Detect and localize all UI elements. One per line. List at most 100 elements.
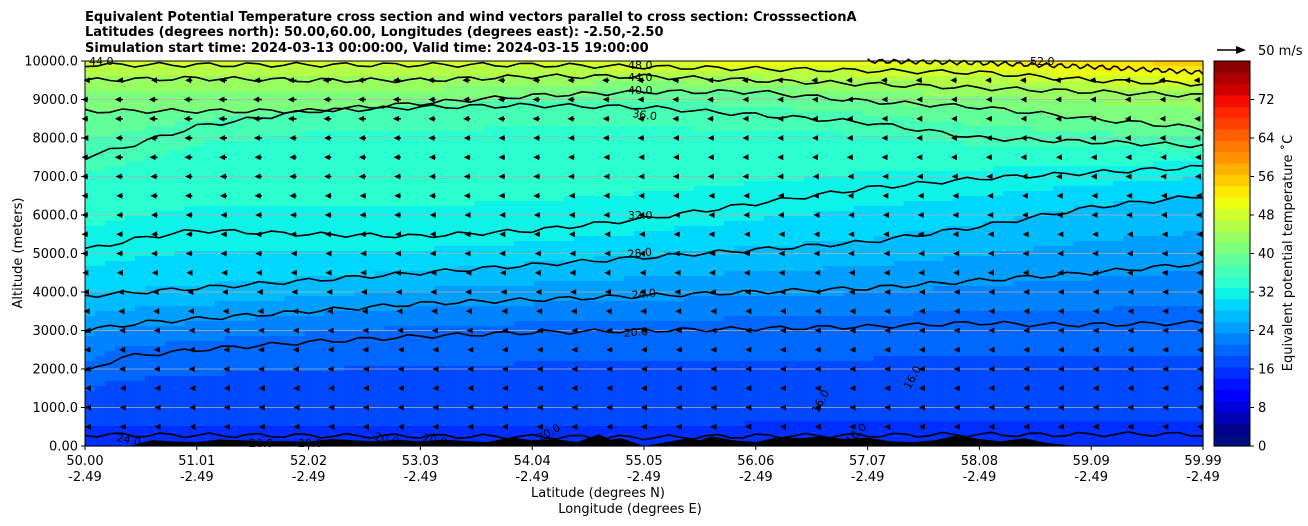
field-cell [114, 126, 126, 132]
field-cell [394, 126, 406, 132]
field-cell [324, 241, 336, 247]
field-cell [134, 136, 146, 142]
field-cell [703, 326, 715, 332]
field-cell [424, 421, 435, 427]
field-cell [354, 156, 366, 162]
field-cell [254, 346, 266, 352]
field-cell [713, 161, 725, 167]
field-cell [244, 226, 256, 232]
field-cell [154, 246, 166, 252]
field-cell [384, 421, 396, 427]
field-cell [494, 121, 505, 127]
field-cell [703, 331, 715, 337]
field-cell [514, 326, 525, 332]
field-cell [364, 226, 376, 232]
field-cell [164, 191, 176, 197]
field-cell [134, 396, 146, 402]
field-cell [324, 276, 336, 282]
field-cell [304, 91, 316, 97]
field-cell [663, 71, 675, 77]
field-cell [554, 421, 565, 427]
field-cell [534, 71, 545, 77]
field-cell [414, 191, 425, 197]
field-cell [164, 96, 176, 102]
field-cell [634, 371, 645, 377]
field-cell [274, 246, 286, 252]
field-cell [324, 126, 336, 132]
field-cell [494, 341, 505, 347]
field-cell [274, 201, 286, 207]
field-cell [504, 341, 515, 347]
field-cell [234, 206, 246, 212]
field-cell [564, 236, 575, 242]
field-cell [374, 196, 386, 202]
field-cell [224, 356, 236, 362]
field-cell [344, 416, 356, 422]
field-cell [644, 116, 655, 122]
field-cell [174, 196, 186, 202]
field-cell [85, 351, 96, 357]
field-cell [504, 246, 515, 252]
field-cell [94, 236, 106, 242]
field-cell [584, 386, 595, 392]
field-cell [683, 126, 695, 132]
field-cell [484, 66, 495, 72]
field-cell [314, 376, 326, 382]
field-cell [324, 411, 336, 417]
field-cell [454, 236, 465, 242]
field-cell [274, 301, 286, 307]
field-cell [484, 121, 495, 127]
field-cell [104, 96, 116, 102]
field-cell [324, 401, 336, 407]
field-cell [434, 296, 445, 302]
field-cell [224, 256, 236, 262]
field-cell [204, 81, 216, 87]
field-cell [374, 276, 386, 282]
field-cell [504, 326, 515, 332]
field-cell [644, 421, 655, 427]
field-cell [564, 106, 575, 112]
field-cell [164, 91, 176, 97]
field-cell [344, 221, 356, 227]
field-cell [304, 381, 316, 387]
field-cell [544, 131, 555, 137]
field-cell [594, 116, 605, 122]
field-cell [464, 111, 475, 117]
field-cell [604, 151, 615, 157]
field-cell [634, 121, 645, 127]
field-cell [444, 136, 455, 142]
field-cell [653, 246, 665, 252]
field-cell [574, 226, 585, 232]
field-cell [554, 401, 565, 407]
field-cell [424, 111, 435, 117]
field-cell [434, 86, 445, 92]
field-cell [663, 151, 675, 157]
field-cell [424, 341, 435, 347]
field-cell [584, 301, 595, 307]
field-cell [584, 306, 595, 312]
field-cell [653, 356, 665, 362]
field-cell [494, 316, 505, 322]
field-cell [554, 161, 565, 167]
field-cell [354, 346, 366, 352]
field-cell [264, 246, 276, 252]
field-cell [713, 346, 725, 352]
field-cell [644, 336, 655, 342]
field-cell [723, 201, 735, 207]
field-cell [454, 126, 465, 132]
field-cell [184, 131, 196, 137]
field-cell [514, 126, 525, 132]
field-cell [574, 216, 585, 222]
field-cell [604, 66, 615, 72]
field-cell [474, 146, 485, 152]
field-cell [434, 416, 445, 422]
field-cell [544, 116, 555, 122]
field-cell [354, 246, 366, 252]
field-cell [104, 286, 116, 292]
field-cell [344, 401, 356, 407]
field-cell [474, 111, 485, 117]
field-cell [134, 91, 146, 97]
field-cell [294, 356, 306, 362]
field-cell [444, 286, 455, 292]
field-cell [314, 236, 326, 242]
